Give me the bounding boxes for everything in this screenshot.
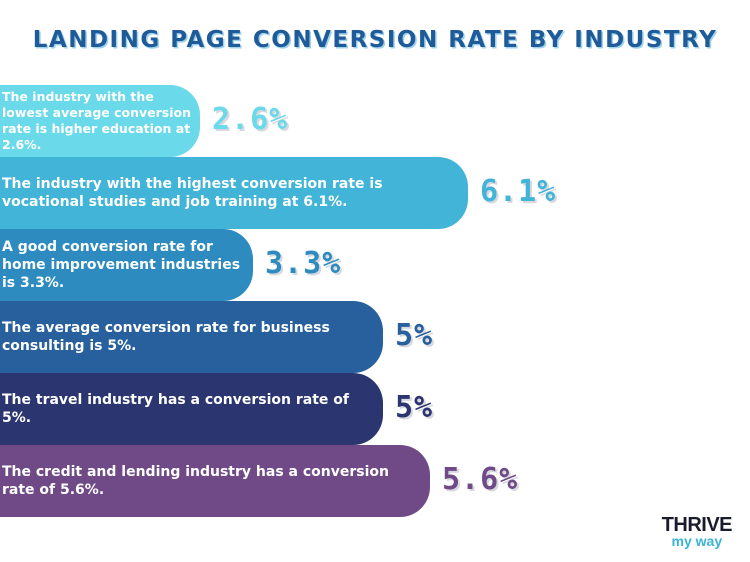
- bar-5: The travel industry has a conversion rat…: [0, 373, 383, 445]
- bar-value-label: 5%: [395, 390, 434, 425]
- bar-value-label: 5.6%: [442, 462, 519, 497]
- bar-description: The average conversion rate for business…: [2, 319, 330, 354]
- logo-bottom-text: my way: [671, 533, 723, 549]
- logo-top-text: THRIVE: [661, 514, 733, 536]
- bar-value-label: 5%: [395, 318, 434, 353]
- bar-description: The industry with the highest conversion…: [2, 175, 383, 210]
- bar-1: The industry with the lowest average con…: [0, 85, 200, 157]
- thrive-my-way-logo: THRIVE my way: [661, 514, 733, 549]
- bar-6: The credit and lending industry has a co…: [0, 445, 430, 517]
- bar-3: A good conversion rate for home improvem…: [0, 229, 253, 301]
- bar-4: The average conversion rate for business…: [0, 301, 383, 373]
- bar-value-label: 2.6%: [212, 102, 289, 137]
- chart-title: LANDING PAGE CONVERSION RATE BY INDUSTRY: [32, 27, 718, 53]
- bar-value-label: 6.1%: [480, 174, 557, 209]
- bar-description: A good conversion rate for home improvem…: [2, 238, 241, 292]
- bar-value-label: 3.3%: [265, 246, 342, 281]
- bar-description: The travel industry has a conversion rat…: [2, 391, 349, 426]
- bar-description: The credit and lending industry has a co…: [2, 463, 389, 498]
- bar-2: The industry with the highest conversion…: [0, 157, 468, 229]
- bar-description: The industry with the lowest average con…: [2, 88, 192, 153]
